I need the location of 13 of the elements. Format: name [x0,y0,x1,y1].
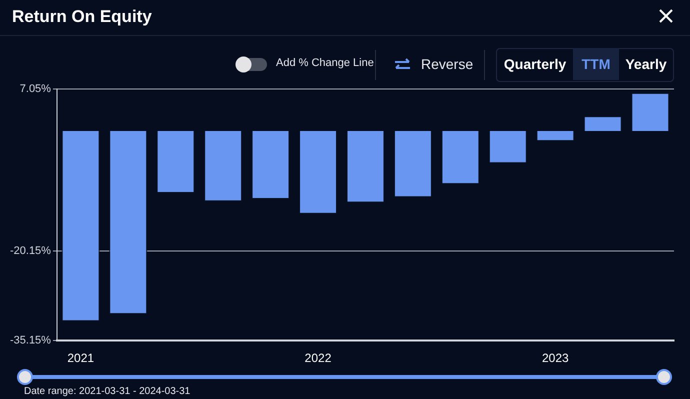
text: Add % Change Line [276,57,374,69]
y-tick-label: 7.05% [20,83,52,96]
text: Quarterly [502,55,568,74]
y-tick-label: -20.15% [10,245,52,258]
x-tick-label: 2022 [304,351,332,366]
text: Yearly [624,55,668,74]
text: Date range: 2021-03-31 - 2024-03-31 [24,386,190,397]
chart-title: Return On Equity [12,7,152,27]
text: Reverse [421,56,474,72]
x-tick-label: 2023 [542,351,570,366]
text: TTM [573,48,619,80]
x-tick-label: 2021 [67,351,94,366]
y-tick-label: -35.15% [10,334,52,347]
